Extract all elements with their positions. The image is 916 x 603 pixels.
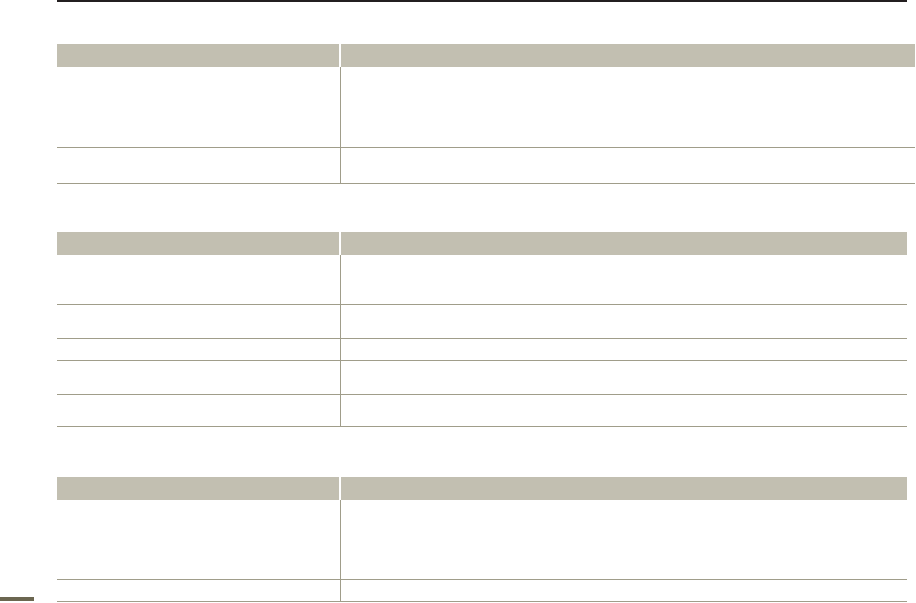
table-header [57, 44, 915, 67]
table-row [57, 394, 907, 395]
table-row [57, 579, 907, 580]
top-rule [57, 0, 907, 2]
table-row [57, 338, 907, 339]
column-divider [340, 67, 341, 183]
table-2 [57, 232, 907, 427]
page-marker [0, 597, 34, 601]
table-row [57, 183, 915, 184]
table-row [57, 426, 907, 427]
table-row [57, 304, 907, 305]
table-header [57, 477, 907, 500]
header-divider [339, 44, 341, 67]
table-header [57, 232, 907, 255]
table-row [57, 360, 907, 361]
table-1 [57, 44, 915, 184]
table-3 [57, 477, 907, 602]
column-divider [340, 500, 341, 601]
header-divider [339, 477, 341, 500]
column-divider [340, 255, 341, 426]
table-row [57, 601, 907, 602]
table-row [57, 147, 915, 148]
header-divider [339, 232, 341, 255]
